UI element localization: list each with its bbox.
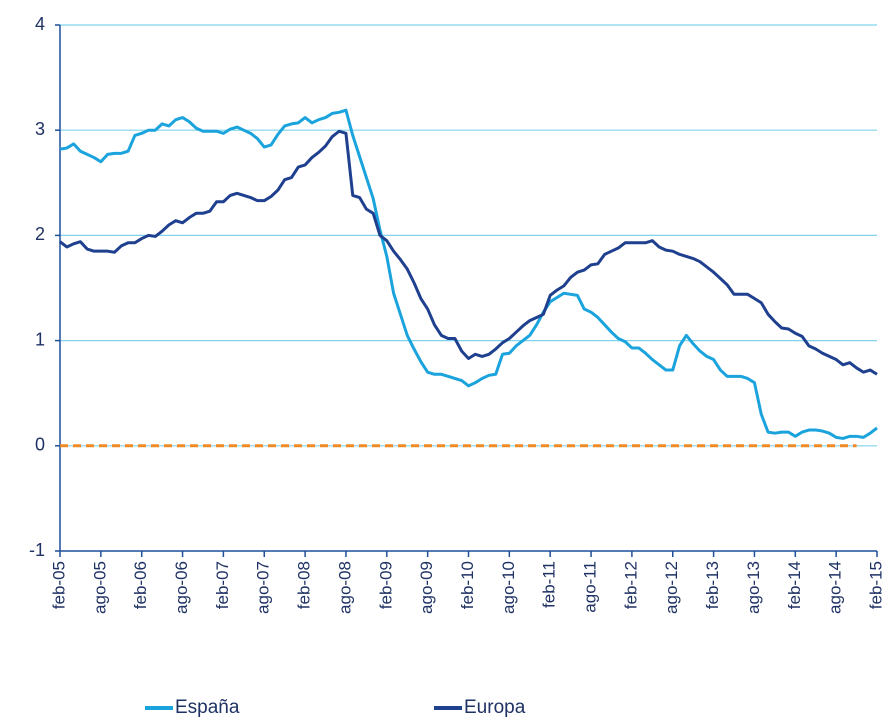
x-tick-label: ago-09 [417, 561, 436, 614]
x-tick-label: ago-08 [335, 561, 354, 614]
x-tick-label: ago-05 [90, 561, 109, 614]
x-tick-label: feb-10 [458, 561, 477, 609]
y-tick-label: 3 [35, 119, 45, 139]
y-tick-label: 1 [35, 329, 45, 349]
x-tick-label: feb-07 [213, 561, 232, 609]
y-tick-label: -1 [29, 540, 45, 560]
legend-label: Europa [464, 697, 526, 718]
legend-label: España [175, 697, 240, 718]
series-line [59, 108, 878, 440]
x-tick-label: ago-14 [826, 561, 845, 614]
x-tick-label: ago-06 [172, 561, 191, 614]
y-tick-label: 0 [35, 435, 45, 455]
x-tick-label: ago-11 [581, 561, 600, 613]
x-tick-label: ago-12 [662, 561, 681, 614]
x-tick-label: ago-13 [744, 561, 763, 614]
series-line [59, 129, 878, 376]
x-tick-label: feb-15 [866, 561, 885, 609]
x-tick-label: feb-08 [295, 561, 314, 609]
x-tick-label: feb-05 [49, 561, 68, 609]
x-tick-label: ago-10 [499, 561, 518, 614]
x-tick-label: feb-12 [621, 561, 640, 609]
y-tick-label: 2 [35, 224, 45, 244]
x-tick-label: feb-14 [785, 561, 804, 609]
y-tick-label: 4 [35, 14, 45, 34]
x-tick-label: feb-06 [131, 561, 150, 609]
x-tick-label: feb-09 [376, 561, 395, 609]
x-tick-label: feb-13 [703, 561, 722, 609]
x-tick-label: feb-11 [540, 561, 559, 608]
x-tick-label: ago-07 [254, 561, 273, 614]
